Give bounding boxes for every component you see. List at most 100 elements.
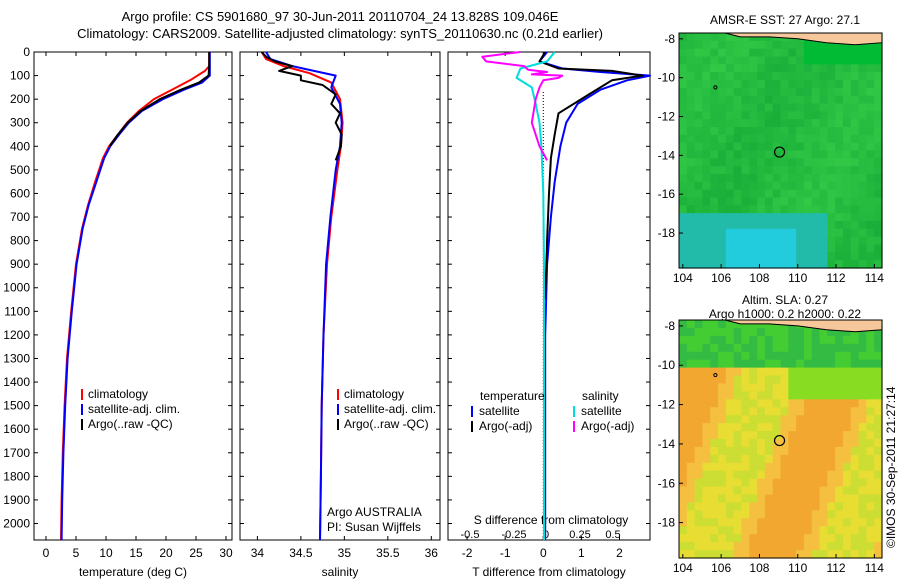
- sst-map-cell: [702, 64, 711, 73]
- sst-map-cell: [694, 213, 704, 222]
- sla-map-cell: [741, 550, 750, 559]
- sst-map-cell: [710, 260, 719, 269]
- sst-map-cell: [710, 119, 719, 128]
- sla-map-cell: [842, 351, 852, 361]
- sla-map-cell: [725, 399, 735, 408]
- sst-map-cell: [811, 127, 821, 136]
- sla-map-cell: [819, 494, 828, 504]
- sla-map-xtick-label: 112: [826, 561, 845, 575]
- sst-map-cell: [866, 150, 875, 159]
- sla-map-cell: [679, 359, 688, 369]
- sst-map-cell: [796, 166, 805, 175]
- sla-map-cell: [772, 462, 782, 472]
- sst-map-cell: [842, 260, 852, 269]
- sla-map-cell: [803, 494, 813, 504]
- sst-map-cell: [780, 142, 789, 152]
- sla-map-cell: [780, 526, 789, 535]
- sst-map-cell: [866, 72, 875, 81]
- sst-map-cell: [796, 80, 805, 89]
- depth-tick-label: 200: [10, 92, 30, 106]
- sst-map-cell: [874, 119, 883, 128]
- sst-map-cell: [725, 48, 735, 58]
- sst-map-cell: [874, 244, 883, 253]
- sst-map-cell: [741, 166, 750, 175]
- sst-map-cell: [819, 158, 828, 167]
- sla-map-cell: [679, 351, 688, 361]
- sst-map-cell: [803, 158, 813, 167]
- sla-map-cell: [842, 510, 852, 519]
- sst-map-cell: [819, 244, 828, 253]
- sst-map-cell: [874, 197, 883, 206]
- sla-map-cell: [686, 542, 696, 551]
- sla-map-cell: [694, 407, 704, 416]
- sla-map-cell: [866, 518, 875, 527]
- sla-map-cell: [679, 327, 688, 337]
- sla-map-cell: [796, 359, 805, 369]
- sst-map-cell: [733, 95, 743, 105]
- sst-map-cell: [741, 87, 750, 97]
- sla-map-cell: [764, 327, 774, 337]
- sst-map-cell: [788, 236, 797, 246]
- depth-tick-label: 700: [10, 210, 30, 224]
- sst-map-cell: [780, 40, 789, 50]
- sla-map-cell: [796, 486, 805, 496]
- sla-map-cell: [702, 351, 711, 361]
- sst-map-cell: [850, 228, 860, 238]
- sla-map-cell: [710, 454, 719, 464]
- sst-map-cell: [694, 236, 704, 246]
- sst-map-cell: [827, 221, 836, 230]
- sla-map-cell: [764, 383, 774, 392]
- sst-map-cell: [827, 80, 836, 89]
- sla-map-cell: [780, 431, 789, 440]
- sst-map-cell: [835, 189, 844, 199]
- sst-map-cell: [710, 197, 719, 206]
- sst-map-cell: [772, 166, 782, 175]
- sla-map-cell: [694, 415, 704, 424]
- sst-map-cell: [858, 244, 867, 253]
- sla-map-xtick-label: 114: [865, 561, 884, 575]
- sst-map-cell: [788, 228, 797, 238]
- sla-map-cell: [749, 510, 758, 519]
- sla-map-cell: [702, 502, 711, 511]
- sla-map-cell: [788, 518, 797, 527]
- sla-map-cell: [803, 415, 813, 424]
- sst-map-cell: [772, 150, 782, 159]
- sst-map-cell: [757, 64, 766, 73]
- sla-map-cell: [733, 462, 743, 472]
- sla-map-cell: [835, 423, 844, 432]
- sla-map-cell: [811, 415, 821, 424]
- sst-map-cell: [796, 119, 805, 128]
- sst-map-cell: [803, 72, 813, 81]
- sla-map-cell: [842, 375, 852, 385]
- sla-map-cell: [796, 343, 805, 353]
- sst-map-cell: [858, 189, 867, 199]
- sla-map-cell: [874, 526, 883, 535]
- sst-map-cell: [811, 64, 821, 73]
- sst-map-cell: [725, 119, 735, 128]
- sst-map-cell: [686, 236, 696, 246]
- sla-map-cell: [850, 542, 860, 551]
- sst-map-cell: [702, 197, 711, 206]
- sla-map-cell: [874, 518, 883, 527]
- sst-map-cell: [686, 48, 696, 58]
- sla-map-cell: [710, 343, 719, 353]
- sst-map-cell: [811, 252, 821, 261]
- sst-map-cell: [772, 158, 782, 167]
- sla-map-cell: [733, 502, 743, 511]
- sst-map-cell: [702, 142, 711, 152]
- sst-map-cell: [686, 221, 696, 230]
- sla-map-cell: [741, 391, 750, 400]
- sla-map-cell: [811, 407, 821, 416]
- series-line-temperature-argo-adj-: [538, 51, 644, 300]
- sla-map-cell: [679, 446, 688, 456]
- sla-map-cell: [733, 415, 743, 424]
- sst-map-cell: [749, 236, 758, 246]
- sla-map-cell: [710, 462, 719, 472]
- sst-map-cell: [686, 56, 696, 65]
- sla-map-cell: [679, 383, 688, 392]
- sla-map-cell: [694, 431, 704, 440]
- sla-map-cell: [850, 383, 860, 392]
- sla-map-cell: [858, 327, 867, 337]
- sla-map-cell: [772, 542, 782, 551]
- diff-xtick-label: 2: [616, 546, 623, 560]
